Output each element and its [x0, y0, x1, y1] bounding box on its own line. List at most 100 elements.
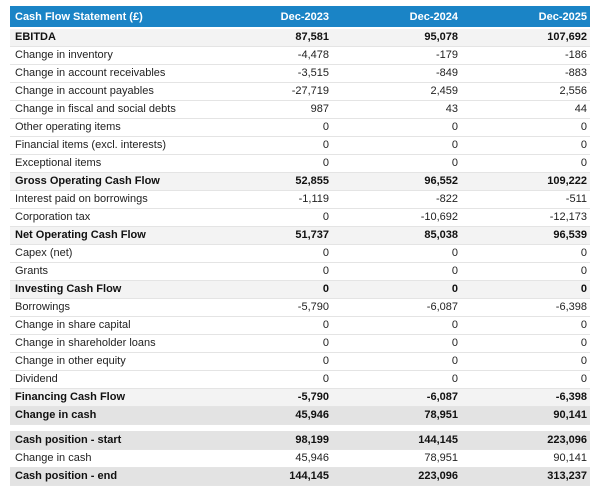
row-value: 0	[461, 370, 590, 389]
row-label: Interest paid on borrowings	[10, 190, 203, 209]
row-value: 51,737	[203, 226, 332, 245]
row-value: 0	[332, 154, 461, 173]
row-value: 0	[461, 244, 590, 263]
row-label: Change in shareholder loans	[10, 334, 203, 353]
cash-flow-statement-table: Cash Flow Statement (£) Dec-2023 Dec-202…	[10, 6, 590, 486]
row-label: Financial items (excl. interests)	[10, 136, 203, 155]
row-value: 78,951	[332, 449, 461, 468]
row-label: Change in inventory	[10, 46, 203, 65]
row-value: 0	[203, 262, 332, 281]
table-row: Change in inventory -4,478 -179 -186	[10, 46, 590, 65]
row-value: -6,398	[461, 298, 590, 317]
row-value: -179	[332, 46, 461, 65]
row-label: Change in cash	[10, 406, 203, 425]
row-value: -4,478	[203, 46, 332, 65]
row-value: 0	[332, 334, 461, 353]
table-row: EBITDA 87,581 95,078 107,692	[10, 28, 590, 47]
table-row: Borrowings -5,790 -6,087 -6,398	[10, 298, 590, 317]
row-value: 0	[461, 262, 590, 281]
row-value: 0	[461, 154, 590, 173]
column-header-dec-2023: Dec-2023	[203, 6, 332, 29]
row-value: 0	[203, 334, 332, 353]
table-row: Financial items (excl. interests) 0 0 0	[10, 136, 590, 155]
row-value: 85,038	[332, 226, 461, 245]
table-body: EBITDA 87,581 95,078 107,692 Change in inven…	[10, 28, 590, 486]
table-row: Change in cash 45,946 78,951 90,141	[10, 449, 590, 468]
row-value: -5,790	[203, 298, 332, 317]
row-value: 0	[203, 352, 332, 371]
row-label: Grants	[10, 262, 203, 281]
row-value: 0	[203, 244, 332, 263]
row-value: 0	[203, 208, 332, 227]
table-row: Net Operating Cash Flow 51,737 85,038 96,53…	[10, 226, 590, 245]
row-value: 95,078	[332, 28, 461, 47]
row-value: -6,087	[332, 388, 461, 407]
row-label: Change in share capital	[10, 316, 203, 335]
row-value: 0	[332, 136, 461, 155]
row-label: Change in cash	[10, 449, 203, 468]
row-value: 98,199	[203, 431, 332, 450]
row-label: Cash position - end	[10, 467, 203, 486]
table-row: Corporation tax 0 -10,692 -12,173	[10, 208, 590, 227]
row-label: Change in other equity	[10, 352, 203, 371]
row-label: Net Operating Cash Flow	[10, 226, 203, 245]
row-value: 223,096	[332, 467, 461, 486]
row-value: 78,951	[332, 406, 461, 425]
row-value: -6,087	[332, 298, 461, 317]
row-label: Borrowings	[10, 298, 203, 317]
table-row: Change in other equity 0 0 0	[10, 352, 590, 371]
row-value: -1,119	[203, 190, 332, 209]
row-label: Change in account receivables	[10, 64, 203, 83]
row-value: -822	[332, 190, 461, 209]
spacer-cell	[10, 424, 590, 431]
row-label: Other operating items	[10, 118, 203, 137]
table-row: Financing Cash Flow -5,790 -6,087 -6,398	[10, 388, 590, 407]
row-value: 109,222	[461, 172, 590, 191]
row-value: 96,539	[461, 226, 590, 245]
row-value: 87,581	[203, 28, 332, 47]
row-value: 0	[332, 118, 461, 137]
row-value: -186	[461, 46, 590, 65]
row-value: 0	[461, 136, 590, 155]
row-label: Change in account payables	[10, 82, 203, 101]
row-value: 0	[461, 352, 590, 371]
row-value: 2,556	[461, 82, 590, 101]
row-value: -3,515	[203, 64, 332, 83]
row-value: 90,141	[461, 406, 590, 425]
row-value: 313,237	[461, 467, 590, 486]
row-value: 90,141	[461, 449, 590, 468]
row-label: Investing Cash Flow	[10, 280, 203, 299]
row-value: 0	[203, 154, 332, 173]
row-value: -12,173	[461, 208, 590, 227]
row-value: 43	[332, 100, 461, 119]
table-row: Change in cash 45,946 78,951 90,141	[10, 406, 590, 425]
table-row: Change in account payables -27,719 2,459 2,…	[10, 82, 590, 101]
row-value: 0	[332, 280, 461, 299]
row-value: 45,946	[203, 406, 332, 425]
table-row: Gross Operating Cash Flow 52,855 96,552 109…	[10, 172, 590, 191]
row-value: 144,145	[332, 431, 461, 450]
row-value: 0	[332, 244, 461, 263]
row-value: -883	[461, 64, 590, 83]
row-value: 0	[332, 316, 461, 335]
row-label: Financing Cash Flow	[10, 388, 203, 407]
row-value: -511	[461, 190, 590, 209]
row-value: 0	[332, 370, 461, 389]
row-value: 44	[461, 100, 590, 119]
row-label: Capex (net)	[10, 244, 203, 263]
row-value: 144,145	[203, 467, 332, 486]
row-value: 0	[203, 316, 332, 335]
row-value: 223,096	[461, 431, 590, 450]
row-value: 0	[461, 118, 590, 137]
table-row: Interest paid on borrowings -1,119 -822 -51…	[10, 190, 590, 209]
row-value: 107,692	[461, 28, 590, 47]
table-row: Investing Cash Flow 0 0 0	[10, 280, 590, 299]
row-value: -5,790	[203, 388, 332, 407]
column-header-dec-2024: Dec-2024	[332, 6, 461, 29]
row-value: 2,459	[332, 82, 461, 101]
row-label: Dividend	[10, 370, 203, 389]
row-value: 45,946	[203, 449, 332, 468]
row-value: -6,398	[461, 388, 590, 407]
row-value: 52,855	[203, 172, 332, 191]
table-row: Grants 0 0 0	[10, 262, 590, 281]
